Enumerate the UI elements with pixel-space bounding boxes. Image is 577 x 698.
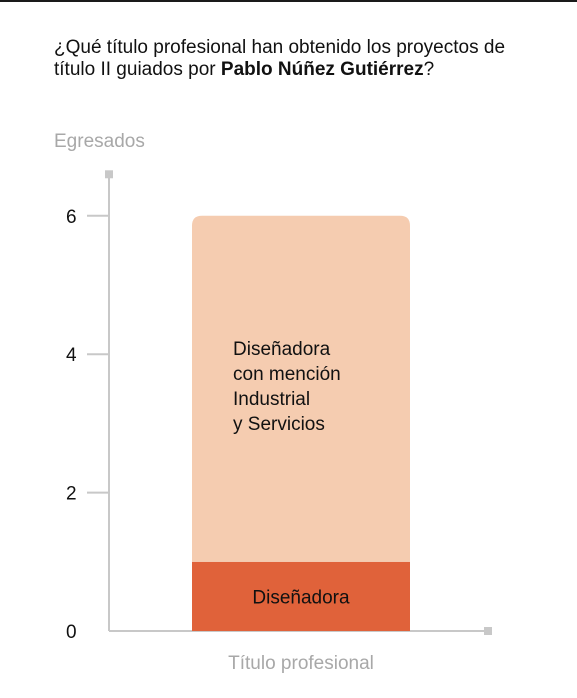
chart-question-title: ¿Qué título profesional han obtenido los…	[54, 37, 534, 81]
y-axis-label: Egresados	[54, 131, 145, 152]
y-tick-label: 4	[66, 345, 77, 366]
bar-segment-1	[192, 561, 410, 631]
y-tick-label: 0	[66, 622, 77, 643]
title-suffix: ?	[423, 59, 435, 80]
top-rule	[0, 0, 577, 2]
segment-label-mencion-line: con mención	[233, 364, 341, 385]
x-axis-label: Título profesional	[228, 653, 374, 674]
x-axis-end-marker	[484, 627, 492, 635]
segment-label-mencion-line: Diseñadora	[233, 339, 331, 360]
bar-segment-2	[192, 215, 410, 562]
segment-label-mencion-line: Industrial	[233, 389, 310, 410]
segment-label-mencion-line: y Servicios	[233, 414, 325, 435]
y-tick-label: 2	[66, 484, 77, 505]
segment-label-diseñadora: Diseñadora	[252, 587, 350, 608]
y-axis-end-marker	[105, 170, 113, 179]
y-tick-label: 6	[66, 207, 77, 228]
title-person-name: Pablo Núñez Gutiérrez	[220, 59, 424, 80]
title-prefix: ¿Qué título profesional han obtenido los…	[54, 37, 506, 80]
